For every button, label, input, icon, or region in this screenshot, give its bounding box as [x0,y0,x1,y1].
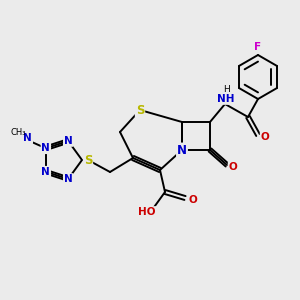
Text: HO: HO [138,207,156,217]
Text: CH₃: CH₃ [10,128,26,137]
Text: NH: NH [217,94,235,104]
Text: S: S [84,154,92,166]
Text: N: N [41,167,50,177]
Text: O: O [261,132,269,142]
Text: N: N [64,174,73,184]
Text: N: N [177,143,187,157]
Text: F: F [254,42,262,52]
Text: N: N [23,133,32,143]
Text: H: H [223,85,230,94]
Text: S: S [136,103,144,116]
Text: N: N [41,143,50,153]
Text: O: O [189,195,197,205]
Text: O: O [229,162,237,172]
Text: N: N [64,136,73,146]
